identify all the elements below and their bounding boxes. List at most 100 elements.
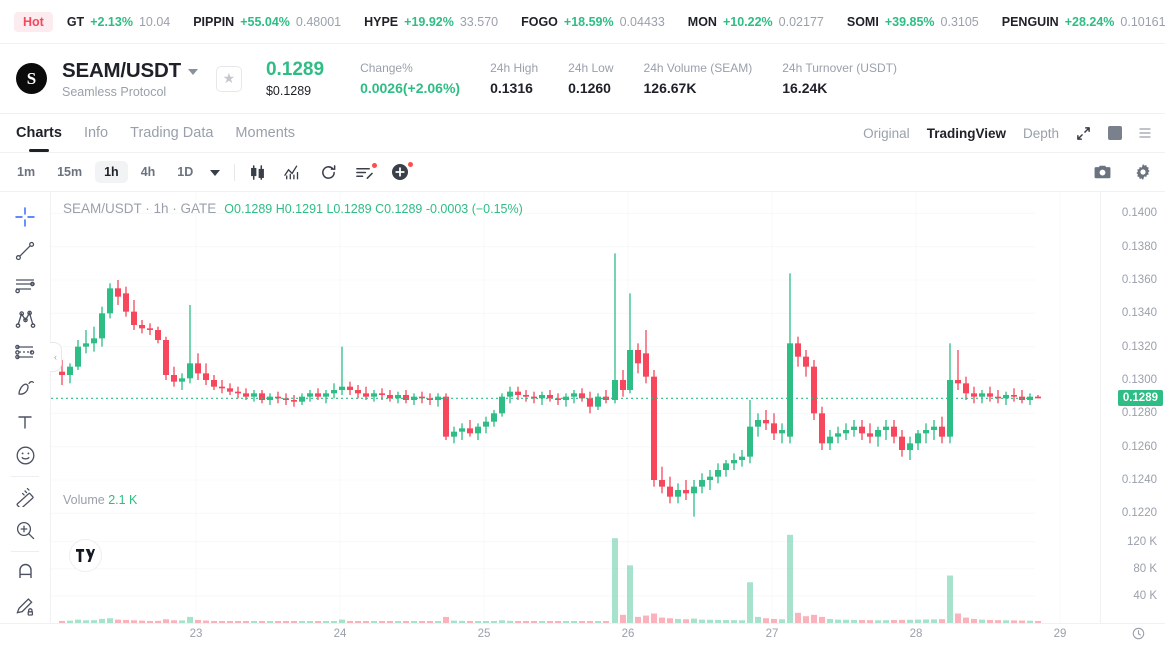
chart-ohlc-values: O0.1289 H0.1291 L0.1289 C0.1289 -0.0003 … [224, 201, 523, 216]
tab-charts[interactable]: Charts [16, 114, 62, 152]
ticker-price: 0.3105 [940, 14, 979, 29]
ticker-change: +10.22% [722, 14, 773, 29]
stat-value: 0.1260 [568, 80, 611, 96]
ticker-change: +19.92% [404, 14, 454, 29]
drawing-toolbar[interactable] [0, 192, 51, 623]
stat-label: 24h High [490, 61, 539, 75]
clock-icon[interactable] [1132, 627, 1145, 645]
stat-24h-volume-seam: 24h Volume (SEAM) 126.67K [644, 61, 753, 96]
toolbar-divider [234, 163, 236, 181]
section-tabs: Charts Info Trading Data Moments [16, 114, 295, 152]
price-axis-label: 0.1240 [1121, 474, 1157, 486]
project-name: Seamless Protocol [62, 84, 167, 99]
pencil-lock-icon[interactable] [8, 589, 42, 623]
timeframe-group: 1m 15m 1h 4h 1D [8, 161, 427, 183]
view-option-original[interactable]: Original [863, 125, 910, 141]
timeframe-15m[interactable]: 15m [57, 165, 83, 179]
time-axis[interactable]: 23 24 25 26 27 28 29 [0, 623, 1165, 645]
timeframe-1D[interactable]: 1D [177, 165, 194, 179]
alerts-list-icon[interactable] [355, 162, 378, 181]
add-indicator-badge-dot [408, 162, 414, 167]
timeframe-4h[interactable]: 4h [140, 165, 156, 179]
current-price-tag: 0.1289 [1117, 390, 1163, 407]
ticker-item[interactable]: PENGUIN +28.24% 0.10161 [1002, 15, 1165, 29]
ticker-price: 33.570 [459, 14, 499, 29]
tab-trading-data[interactable]: Trading Data [130, 125, 214, 141]
stat-change: Change% 0.0026(+2.06%) [360, 61, 460, 96]
measure-ruler-icon[interactable] [8, 480, 42, 514]
price-axis-label: 0.1340 [1121, 307, 1157, 320]
trend-line-tool-icon[interactable] [8, 234, 42, 268]
collapse-toolbar-handle[interactable]: ‹ [50, 342, 62, 372]
refresh-icon[interactable] [320, 164, 337, 181]
pair-selector[interactable]: SEAM/USDT Seamless Protocol [62, 59, 198, 99]
ticker-symbol: GT [66, 14, 85, 29]
timeframe-1m[interactable]: 1m [17, 165, 36, 179]
chart-toolbar: 1m 15m 1h 4h 1D [0, 153, 1165, 192]
zoom-in-icon[interactable] [8, 514, 42, 548]
fib-retracement-tool-icon[interactable] [8, 336, 42, 370]
stat-label: 24h Volume (SEAM) [643, 61, 753, 75]
ticker-item[interactable]: HYPE +19.92% 33.570 [364, 15, 498, 29]
ticker-change: +39.85% [884, 14, 935, 29]
expand-icon[interactable] [1076, 126, 1091, 141]
view-option-tradingview[interactable]: TradingView [926, 125, 1006, 141]
ticker-change: +18.59% [563, 14, 614, 29]
magnet-icon[interactable] [8, 555, 42, 589]
time-axis-label: 26 [621, 628, 635, 640]
stat-24h-turnover-usdt: 24h Turnover (USDT) 16.24K [782, 61, 897, 96]
chart-toolbar-right [1094, 164, 1151, 180]
chart-legend: SEAM/USDT · 1h · GATE O0.1289 H0.1291 L0… [63, 201, 523, 216]
ticker-item[interactable]: FOGO +18.59% 0.04433 [521, 15, 665, 29]
volume-axis-label: 120 K [1126, 535, 1157, 548]
stat-value: 0.0026(+2.06%) [360, 80, 461, 96]
toolbar-separator-2 [11, 550, 39, 552]
favorite-star-button[interactable]: ★ [215, 65, 242, 92]
add-indicator-icon[interactable] [391, 162, 414, 181]
tradingview-logo-icon[interactable] [69, 539, 102, 572]
gear-icon[interactable] [1135, 164, 1151, 180]
timeframe-more-icon[interactable] [210, 170, 221, 176]
layout-square-icon[interactable] [1108, 126, 1122, 140]
price-axis[interactable]: 0.1400 0.1380 0.1360 0.1340 0.1320 0.1300 0.12… [1100, 192, 1165, 623]
ticker-item[interactable]: SOMI +39.85% 0.3105 [847, 15, 979, 29]
indicators-icon[interactable] [284, 164, 302, 181]
ticker-symbol: PIPPIN [193, 14, 235, 29]
chevron-down-icon[interactable] [187, 69, 198, 75]
candlestick-type-icon[interactable] [249, 164, 266, 181]
pair-name: SEAM/USDT [62, 58, 181, 82]
chart-view-options: Original TradingView Depth [863, 126, 1151, 141]
ticker-item[interactable]: GT +2.13% 10.04 [67, 15, 170, 29]
stat-value: 16.24K [782, 80, 828, 96]
candlestick-chart-svg[interactable] [51, 192, 1100, 623]
tab-moments[interactable]: Moments [235, 125, 296, 141]
timeframe-1h[interactable]: 1h [95, 161, 128, 183]
ticker-symbol: PENGUIN [1001, 14, 1059, 29]
ticker-item[interactable]: PIPPIN +55.04% 0.48001 [193, 15, 341, 29]
pair-header: S SEAM/USDT Seamless Protocol ★ 0.1289 $… [0, 44, 1165, 114]
ticker-item[interactable]: MON +10.22% 0.02177 [688, 15, 824, 29]
text-tool-icon[interactable] [8, 405, 42, 439]
chart-plot[interactable]: SEAM/USDT · 1h · GATE O0.1289 H0.1291 L0… [50, 192, 1165, 623]
crosshair-tool-icon[interactable] [8, 200, 42, 234]
tab-info[interactable]: Info [83, 125, 109, 141]
market-ticker-bar[interactable]: Hot GT +2.13% 10.04 PIPPIN +55.04% 0.48001 HYP… [0, 0, 1165, 44]
menu-icon[interactable] [1139, 126, 1151, 140]
emoji-tool-icon[interactable] [8, 439, 42, 473]
ticker-symbol: HYPE [364, 14, 399, 29]
ticker-change: +55.04% [240, 14, 290, 29]
brush-tool-icon[interactable] [8, 370, 42, 404]
time-axis-label: 27 [765, 628, 779, 640]
chart-legend-title: SEAM/USDT · 1h · GATE [63, 201, 217, 216]
ticker-price: 0.02177 [778, 14, 824, 29]
volume-legend-label: Volume [63, 493, 105, 507]
view-option-depth[interactable]: Depth [1022, 125, 1059, 141]
chart-area[interactable]: SEAM/USDT · 1h · GATE O0.1289 H0.1291 L0… [0, 192, 1165, 623]
time-axis-label: 24 [333, 628, 347, 640]
pitchfork-tool-icon[interactable] [8, 302, 42, 336]
hot-badge: Hot [14, 11, 53, 32]
stat-label: Change% [360, 61, 413, 75]
price-axis-label: 0.1320 [1121, 340, 1157, 353]
camera-icon[interactable] [1094, 164, 1111, 180]
horizontal-lines-tool-icon[interactable] [8, 268, 42, 302]
